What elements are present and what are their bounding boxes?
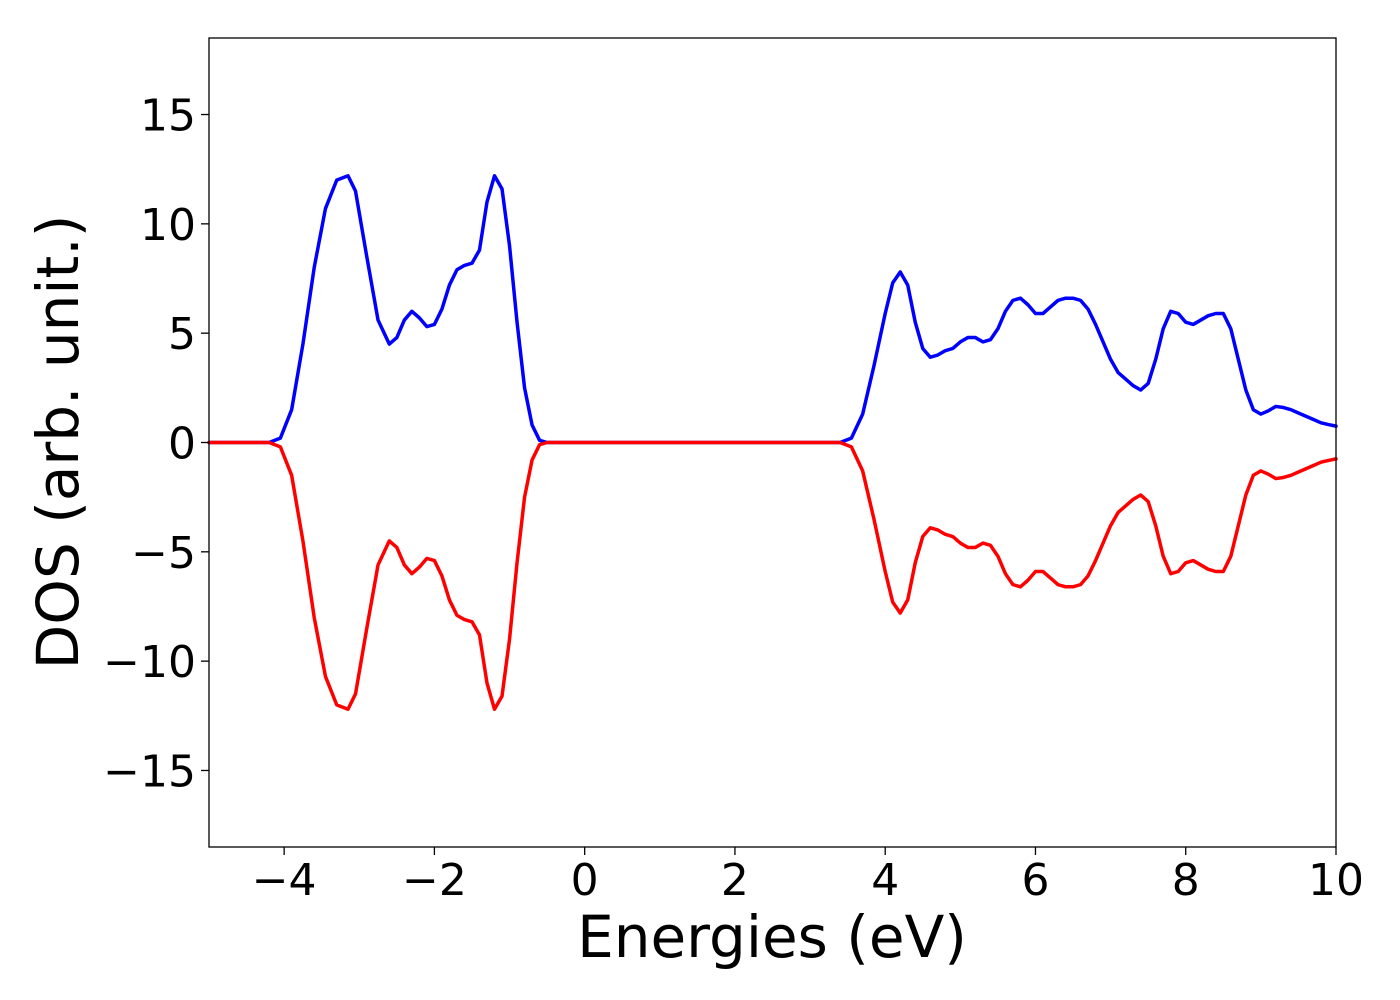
y-tick-label: −15 [103, 746, 196, 797]
y-tick-label: 5 [168, 309, 196, 360]
y-tick-label: −10 [103, 637, 196, 688]
x-tick-label: 8 [1172, 855, 1200, 906]
y-axis-title: DOS (arb. unit.) [24, 215, 92, 670]
x-axis-ticks: −4 −2 0 2 4 6 8 10 [252, 847, 1364, 906]
x-tick-label: 4 [871, 855, 899, 906]
x-tick-label: 6 [1021, 855, 1049, 906]
series-layer [207, 174, 1338, 711]
y-tick-label: 10 [140, 200, 196, 251]
x-tick-label: −4 [252, 855, 317, 906]
y-tick-label: 0 [168, 419, 196, 470]
y-tick-label: −5 [131, 528, 196, 579]
dos-series-line-2 [207, 440, 1338, 711]
y-axis-ticks: 15 10 5 0 −5 −10 −15 [103, 91, 209, 797]
x-tick-label: −2 [402, 855, 467, 906]
x-tick-label: 10 [1308, 855, 1364, 906]
dos-series-line-1 [207, 174, 1338, 445]
x-tick-label: 2 [721, 855, 749, 906]
y-tick-label: 15 [140, 91, 196, 142]
x-tick-label: 0 [571, 855, 599, 906]
x-axis-title: Energies (eV) [577, 903, 967, 971]
